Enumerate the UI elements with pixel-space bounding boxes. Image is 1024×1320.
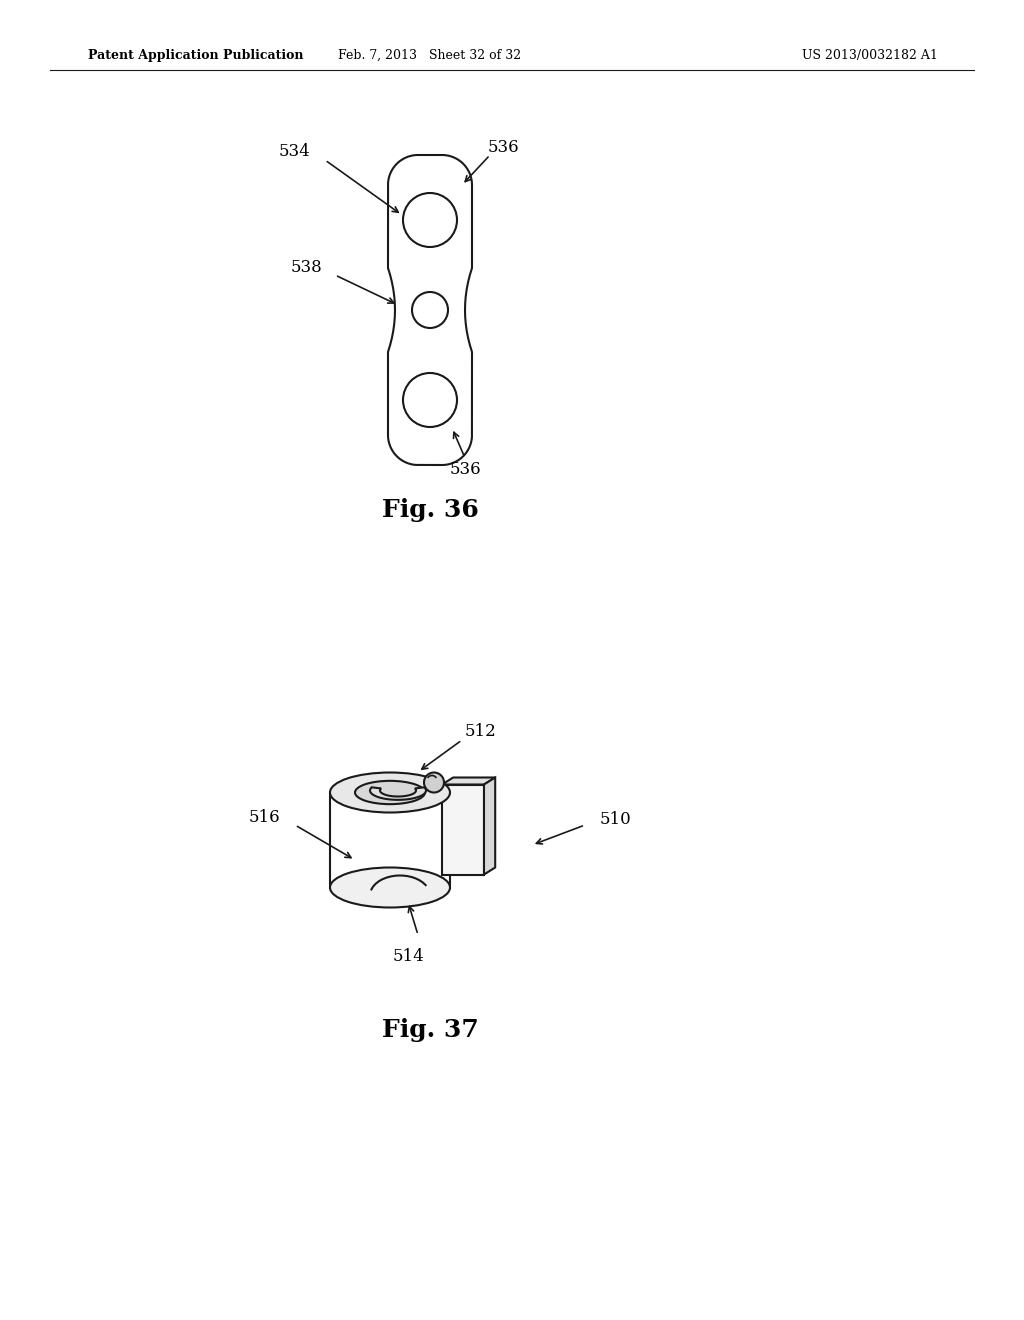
Circle shape <box>403 374 457 426</box>
Polygon shape <box>370 787 426 800</box>
Text: 514: 514 <box>392 948 424 965</box>
Text: 510: 510 <box>600 812 632 829</box>
Circle shape <box>424 772 444 792</box>
Circle shape <box>412 292 449 327</box>
Text: US 2013/0032182 A1: US 2013/0032182 A1 <box>802 49 938 62</box>
Text: Feb. 7, 2013   Sheet 32 of 32: Feb. 7, 2013 Sheet 32 of 32 <box>339 49 521 62</box>
Text: Fig. 36: Fig. 36 <box>382 498 478 521</box>
Text: 538: 538 <box>290 260 322 276</box>
Ellipse shape <box>355 781 425 804</box>
Ellipse shape <box>330 867 450 908</box>
Polygon shape <box>484 777 496 874</box>
Text: 516: 516 <box>249 809 280 826</box>
Text: Patent Application Publication: Patent Application Publication <box>88 49 303 62</box>
Text: 536: 536 <box>488 139 519 156</box>
Text: Fig. 37: Fig. 37 <box>382 1018 478 1041</box>
Text: 512: 512 <box>465 723 497 741</box>
Polygon shape <box>442 777 496 784</box>
Bar <box>442 784 484 874</box>
Text: 536: 536 <box>450 462 481 479</box>
Text: 534: 534 <box>279 144 310 161</box>
Ellipse shape <box>330 772 450 813</box>
Polygon shape <box>388 154 472 465</box>
Circle shape <box>403 193 457 247</box>
